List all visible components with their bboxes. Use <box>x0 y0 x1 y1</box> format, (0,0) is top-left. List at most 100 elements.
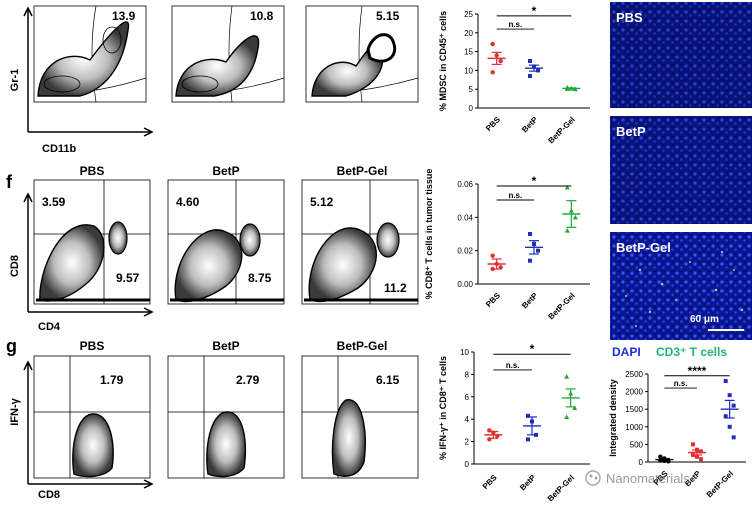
y-tick-label: 10 <box>460 348 469 357</box>
data-point <box>498 58 503 64</box>
y-axis-label: % IFN-γ⁺ in CD8⁺ T cells <box>438 356 448 460</box>
chart-cd8-tumor: 0.00 0.02 0.04 0.06 % CD8⁺ T cells in tumor … <box>424 169 590 321</box>
image-betp: BetP <box>610 116 752 224</box>
data-point <box>490 253 495 258</box>
category-label: BetP <box>520 115 540 135</box>
lower-right-value-f-3: 11.2 <box>384 281 407 295</box>
row-g-axis-arrows <box>23 360 154 489</box>
row-e: Gr-1 CD11b 13.9 10.8 <box>9 5 419 155</box>
y-axis-label: % MDSC in CD45⁺ cells <box>438 11 448 111</box>
image-pbs: PBS <box>610 2 752 108</box>
gate-value-g-2: 2.79 <box>236 373 260 387</box>
y-tick-label: 2500 <box>625 370 643 379</box>
legend-dapi: DAPI <box>612 345 641 359</box>
data-point <box>490 70 495 75</box>
y-axis-label: Integrated density <box>608 379 618 457</box>
chart-mdsc: 0 5 10 15 20 25 % MDSC in CD45⁺ cells PBS BetP Be… <box>438 4 590 145</box>
image-label-pbs: PBS <box>616 10 643 25</box>
category-label: BetP-Gel <box>546 291 576 321</box>
flow-plot-g-1: 1.79 <box>33 355 151 479</box>
y-tick-label: 1500 <box>625 405 643 414</box>
row-f-x-label: CD4 <box>38 321 61 333</box>
y-tick-label: 20 <box>464 29 473 38</box>
chart-ifng: 0 2 4 6 8 10 % IFN-γ⁺ in CD8⁺ T cells PBS BetP Be… <box>438 342 590 503</box>
row-g-x-label: CD8 <box>38 489 60 501</box>
y-tick-label: 25 <box>464 10 473 19</box>
data-point <box>490 41 495 47</box>
row-f: f PBS BetP BetP-Gel CD8 CD4 3.59 9.57 <box>6 164 419 333</box>
y-tick-label: 0 <box>639 458 644 467</box>
data-point <box>731 403 736 408</box>
gate-value-e-2: 10.8 <box>250 9 274 23</box>
flow-plot-e-3: 5.15 <box>305 5 419 103</box>
y-tick-label: 8 <box>465 370 470 379</box>
row-g-letter: g <box>6 336 17 356</box>
data-point <box>691 442 695 447</box>
y-tick-label: 4 <box>465 415 470 424</box>
row-g: g PBS BetP BetP-Gel IFN-γ CD8 1.79 2.79 <box>6 336 419 501</box>
upper-left-value-f-1: 3.59 <box>42 195 66 209</box>
data-point <box>699 449 703 454</box>
y-tick-label: 2 <box>465 438 470 447</box>
data-point <box>723 414 728 419</box>
y-tick-label: 15 <box>464 48 473 57</box>
data-point <box>528 258 532 263</box>
data-point <box>564 414 570 419</box>
row-e-axis-arrows <box>23 6 154 137</box>
row-e-y-label: Gr-1 <box>9 69 21 92</box>
data-point <box>526 437 530 442</box>
y-tick-label: 0 <box>465 460 470 469</box>
data-point <box>727 393 732 398</box>
watermark: Nanomaterials <box>585 470 690 486</box>
significance-label: n.s. <box>674 379 688 388</box>
flow-plot-g-3: 6.15 <box>301 355 419 479</box>
y-tick-label: 0.06 <box>457 180 473 189</box>
data-point <box>528 59 532 63</box>
watermark-icon <box>585 470 601 486</box>
lower-right-value-f-1: 9.57 <box>116 271 140 285</box>
category-label: BetP <box>520 291 540 311</box>
upper-left-value-f-2: 4.60 <box>176 195 200 209</box>
row-f-y-label: CD8 <box>9 255 21 277</box>
category-label: PBS <box>484 291 502 309</box>
row-f-header-1: PBS <box>80 164 105 178</box>
y-tick-label: 0.00 <box>457 280 473 289</box>
gate-value-e-3: 5.15 <box>376 9 400 23</box>
row-f-axis-arrows <box>23 192 154 317</box>
significance-label: **** <box>688 364 707 378</box>
row-f-header-2: BetP <box>212 164 239 178</box>
gate-value-g-3: 6.15 <box>376 373 400 387</box>
y-tick-label: 2000 <box>625 388 643 397</box>
data-point <box>564 184 570 190</box>
data-point <box>526 413 530 418</box>
y-tick-label: 5 <box>469 85 474 94</box>
y-tick-label: 10 <box>464 66 473 75</box>
y-tick-label: 0 <box>469 104 474 113</box>
data-point <box>572 405 578 410</box>
significance-label: n.s. <box>508 20 522 29</box>
category-label: PBS <box>481 473 499 491</box>
category-label: BetP <box>518 473 538 493</box>
significance-label: * <box>532 174 537 188</box>
flow-plot-f-2: 4.60 8.75 <box>167 179 285 305</box>
row-f-letter: f <box>6 172 13 192</box>
data-point <box>731 435 736 440</box>
data-point <box>528 74 532 79</box>
data-point <box>564 228 570 233</box>
watermark-text: Nanomaterials <box>606 471 690 486</box>
row-e-x-label: CD11b <box>42 143 77 155</box>
y-tick-label: 0.02 <box>457 247 473 256</box>
category-label: BetP-Gel <box>705 469 735 499</box>
legend-cd3: CD3⁺ T cells <box>656 345 727 359</box>
significance-label: * <box>530 342 535 356</box>
data-point <box>699 457 703 462</box>
data-point <box>695 454 699 459</box>
gate-value-g-1: 1.79 <box>100 373 124 387</box>
image-label-betp-gel: BetP-Gel <box>616 240 671 255</box>
row-f-header-3: BetP-Gel <box>337 164 388 178</box>
category-label: BetP-Gel <box>546 115 576 145</box>
y-tick-label: 6 <box>465 393 470 402</box>
row-g-header-1: PBS <box>80 339 105 353</box>
flow-plot-f-3: 5.12 11.2 <box>301 179 419 305</box>
